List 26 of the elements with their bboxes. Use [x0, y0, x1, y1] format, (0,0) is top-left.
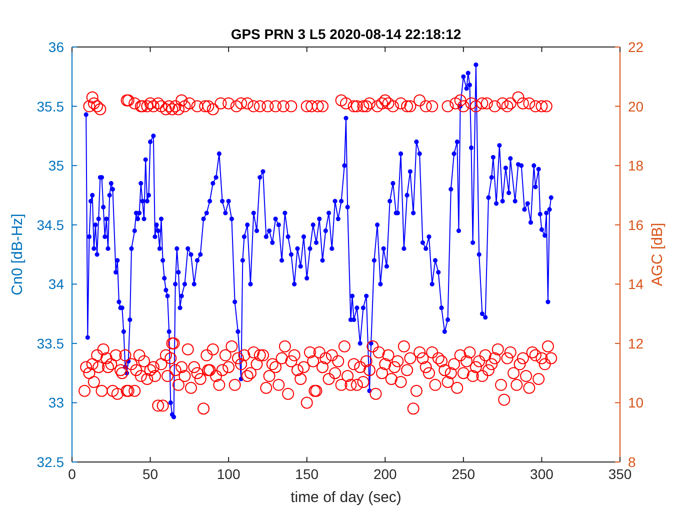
y2-tick-label: 16: [628, 216, 644, 233]
y-tick-label: 32.5: [36, 454, 64, 470]
y-axis-title: Cn0 [dB-Hz]: [9, 214, 26, 296]
chart-title: GPS PRN 3 L5 2020-08-14 22:18:12: [230, 26, 462, 42]
x-tick-label: 300: [530, 466, 554, 482]
x-tick-label: 0: [68, 466, 76, 482]
y2-tick-label: 18: [628, 158, 644, 174]
y-tick-label: 35.5: [36, 98, 64, 114]
y-tick-label: 34.5: [36, 216, 64, 233]
x-axis-title: time of day (sec): [290, 489, 402, 506]
x-tick-label: 200: [373, 466, 398, 482]
y2-tick-label: 20: [628, 98, 644, 114]
y2-axis-title: AGC [dB]: [649, 222, 666, 286]
y-tick-label: 33: [48, 394, 64, 411]
y-tick-label: 34: [48, 276, 64, 292]
y-tick-label: 36: [48, 39, 64, 55]
y-tick-label: 33.5: [36, 335, 64, 352]
x-tick-label: 150: [295, 466, 319, 482]
y2-tick-label: 14: [628, 276, 644, 292]
y2-tick-label: 22: [628, 39, 644, 55]
y2-tick-label: 12: [628, 335, 644, 352]
y2-tick-label: 10: [628, 394, 644, 411]
x-tick-label: 250: [452, 466, 476, 482]
y-tick-label: 35: [48, 158, 64, 174]
x-tick-label: 100: [216, 466, 240, 482]
x-tick-label: 50: [142, 466, 158, 482]
